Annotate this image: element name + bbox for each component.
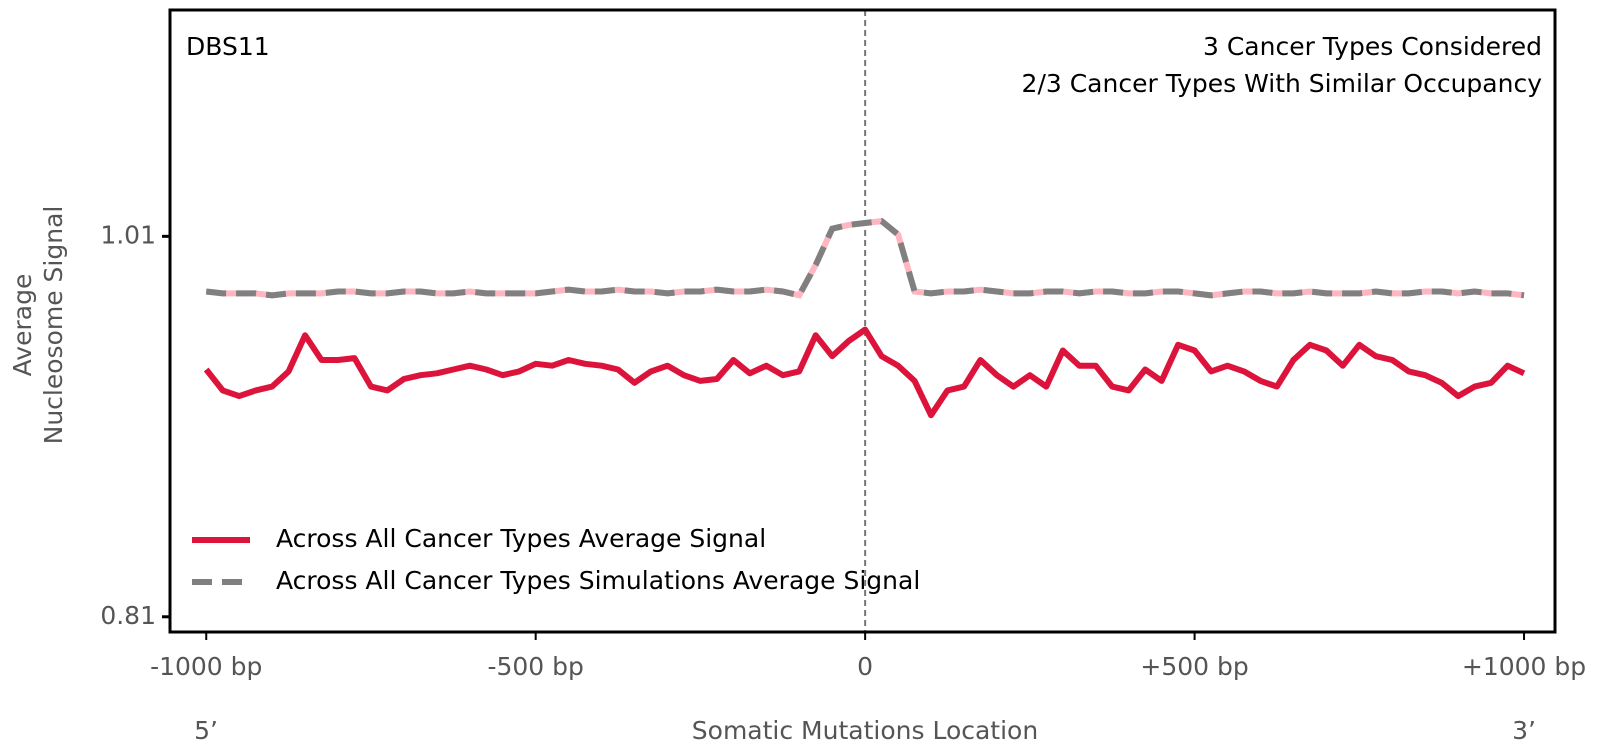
annotation: 3 Cancer Types Considered bbox=[1203, 32, 1542, 61]
x-tick-label: -500 bp bbox=[487, 652, 583, 681]
y-tick-label: 0.81 bbox=[100, 601, 156, 630]
chart-title: DBS11 bbox=[186, 32, 270, 61]
x-end-label: 5’ bbox=[194, 716, 218, 745]
x-tick-label: -1000 bp bbox=[150, 652, 262, 681]
legend-label: Across All Cancer Types Simulations Aver… bbox=[276, 566, 920, 595]
line bbox=[205, 217, 1525, 299]
x-axis-label: Somatic Mutations Location bbox=[692, 716, 1038, 745]
annotation: 2/3 Cancer Types With Similar Occupancy bbox=[1022, 69, 1543, 98]
y-tick-label: 1.01 bbox=[100, 220, 156, 249]
plot-frame bbox=[168, 8, 1557, 634]
x-tick-label: +500 bp bbox=[1140, 652, 1248, 681]
legend-label: Across All Cancer Types Average Signal bbox=[276, 524, 766, 553]
x-tick-label: +1000 bp bbox=[1462, 652, 1586, 681]
line bbox=[203, 326, 1526, 419]
y-axis-label: Nucleosome Signal bbox=[39, 206, 68, 445]
x-tick-label: 0 bbox=[857, 652, 873, 681]
y-axis-label: Average bbox=[8, 274, 37, 377]
x-end-label: 3’ bbox=[1512, 716, 1536, 745]
